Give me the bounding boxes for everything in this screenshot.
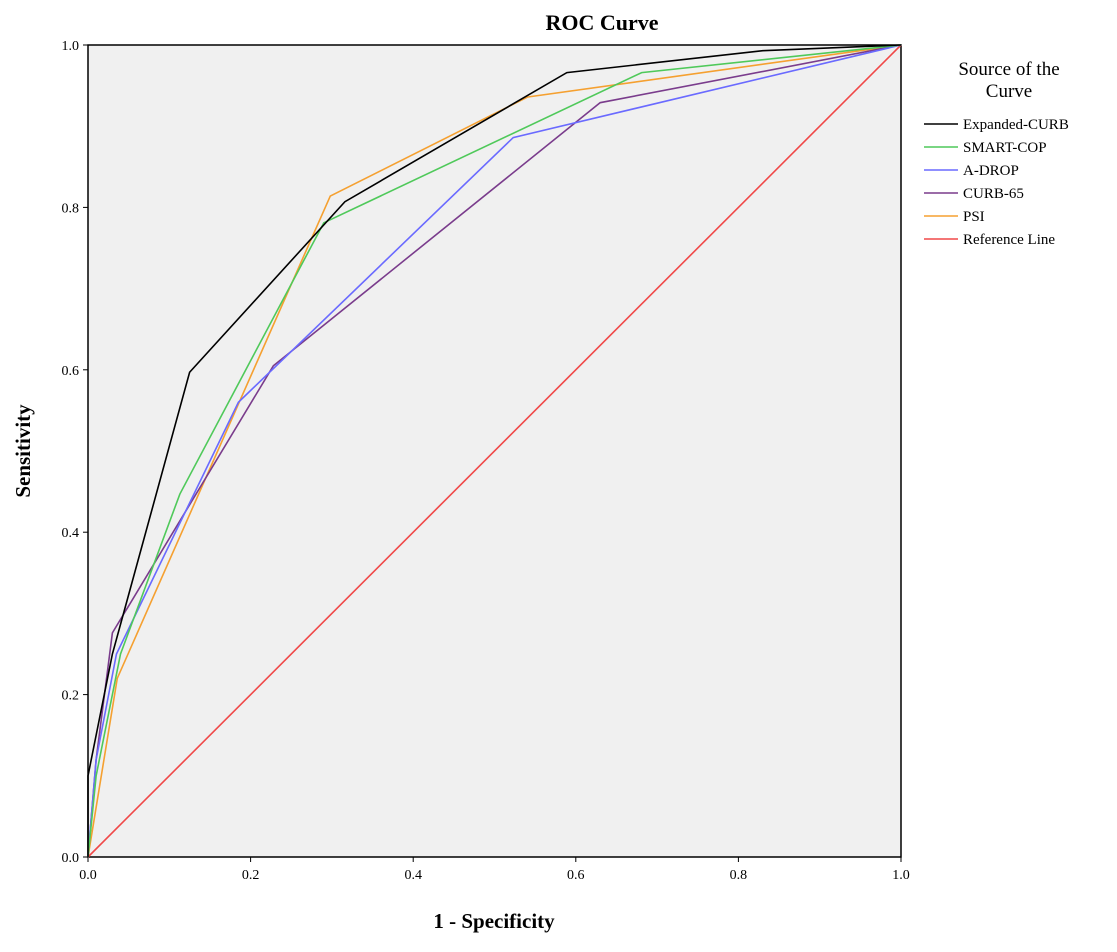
legend-label: A-DROP — [963, 163, 1019, 179]
chart-title: ROC Curve — [545, 10, 658, 35]
x-tick-label: 0.8 — [730, 868, 748, 883]
legend-label: Expanded-CURB — [963, 117, 1069, 133]
x-tick-label: 0.6 — [567, 868, 585, 883]
series-line-a-drop — [87, 44, 902, 858]
y-tick-label: 0.0 — [62, 851, 80, 866]
series-line-psi — [87, 44, 902, 858]
y-axis-label: Sensitivity — [11, 404, 35, 498]
x-tick-label: 1.0 — [892, 868, 910, 883]
legend-label: SMART-COP — [963, 140, 1047, 156]
x-tick-label: 0.2 — [242, 868, 260, 883]
series-line-reference-line — [87, 44, 902, 858]
y-tick-label: 1.0 — [62, 39, 80, 54]
x-tick-label: 0.4 — [404, 868, 422, 883]
legend-label: PSI — [963, 209, 985, 225]
x-tick-label: 0.0 — [79, 868, 97, 883]
y-tick-label: 0.2 — [62, 689, 80, 704]
series-line-expanded-curb — [87, 44, 902, 857]
legend-title-line-1: Source of the — [958, 59, 1059, 80]
x-axis-label: 1 - Specificity — [433, 909, 555, 933]
y-tick-label: 0.4 — [62, 526, 80, 541]
legend-label: Reference Line — [963, 232, 1055, 248]
legend-title-line-2: Curve — [986, 81, 1032, 102]
y-tick-label: 0.6 — [62, 364, 80, 379]
y-tick-label: 0.8 — [62, 201, 80, 216]
series-line-smart-cop — [87, 44, 902, 858]
legend: Source of the Curve Expanded-CURB SMART-C… — [924, 59, 1069, 248]
legend-label: CURB-65 — [963, 186, 1024, 202]
